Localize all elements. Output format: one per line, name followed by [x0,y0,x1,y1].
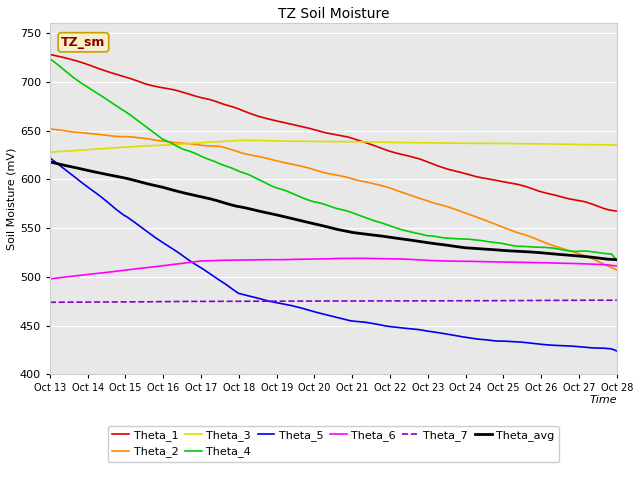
Theta_5 [308,308,316,314]
Theta_6 [349,255,356,261]
Theta_7 [298,298,306,304]
Title: TZ Soil Moisture: TZ Soil Moisture [278,7,389,21]
Theta_7 [369,298,376,304]
Theta_1 [113,72,121,77]
Theta_avg [113,174,121,180]
Y-axis label: Soil Moisture (mV): Soil Moisture (mV) [7,148,17,250]
Theta_3 [287,138,294,144]
Theta_7 [46,300,54,305]
Theta_avg [46,159,54,165]
Theta_1 [46,51,54,57]
Theta_avg [613,257,621,263]
Line: Theta_1: Theta_1 [50,54,617,211]
Line: Theta_3: Theta_3 [50,140,617,152]
Theta_avg [287,216,294,221]
Line: Theta_4: Theta_4 [50,59,617,261]
Theta_1 [298,124,306,130]
Line: Theta_5: Theta_5 [50,158,617,351]
Theta_2 [113,133,121,139]
Theta_3 [309,139,317,144]
Theta_2 [90,131,97,137]
Theta_6 [287,257,294,263]
Theta_6 [113,268,121,274]
Theta_4 [369,217,376,223]
Theta_4 [46,56,54,61]
Theta_1 [90,64,97,70]
Theta_7 [613,298,621,303]
Theta_3 [369,139,377,145]
Theta_2 [298,164,306,169]
Theta_3 [113,145,121,151]
Theta_5 [287,302,294,308]
Theta_3 [237,137,244,143]
Theta_2 [287,161,294,167]
Theta_5 [46,155,54,161]
Theta_6 [369,256,377,262]
Theta_2 [369,180,376,186]
Line: Theta_6: Theta_6 [50,258,617,279]
Theta_5 [90,189,97,194]
Line: Theta_7: Theta_7 [50,300,617,302]
Theta_3 [613,142,621,148]
Theta_5 [369,321,376,326]
Theta_4 [287,190,294,195]
Theta_7 [113,299,121,305]
Theta_5 [613,348,621,354]
Theta_2 [613,267,621,273]
Theta_6 [308,256,316,262]
Theta_3 [299,138,307,144]
Theta_4 [613,258,621,264]
Theta_6 [90,271,97,276]
Theta_avg [90,169,97,175]
Theta_7 [287,298,294,304]
Theta_6 [613,263,621,269]
Theta_4 [113,103,121,109]
Theta_7 [586,297,594,303]
Line: Theta_2: Theta_2 [50,129,617,270]
Theta_avg [308,220,316,226]
Theta_5 [113,207,121,213]
Theta_1 [287,121,294,127]
Theta_3 [90,146,97,152]
Theta_2 [308,166,316,172]
Theta_6 [298,256,306,262]
Line: Theta_avg: Theta_avg [50,162,617,260]
Legend: Theta_1, Theta_2, Theta_3, Theta_4, Theta_5, Theta_6, Theta_7, Theta_avg: Theta_1, Theta_2, Theta_3, Theta_4, Thet… [108,426,559,462]
Theta_6 [46,276,54,282]
Text: Time: Time [589,396,617,406]
Text: TZ_sm: TZ_sm [61,36,106,49]
Theta_7 [308,298,316,304]
Theta_1 [308,126,316,132]
Theta_1 [613,208,621,214]
Theta_1 [369,142,376,148]
Theta_4 [298,195,306,201]
Theta_4 [308,198,316,204]
Theta_2 [46,126,54,132]
Theta_4 [90,88,97,94]
Theta_7 [90,299,97,305]
Theta_avg [298,218,306,224]
Theta_3 [46,149,54,155]
Theta_5 [298,305,306,311]
Theta_avg [369,232,376,238]
